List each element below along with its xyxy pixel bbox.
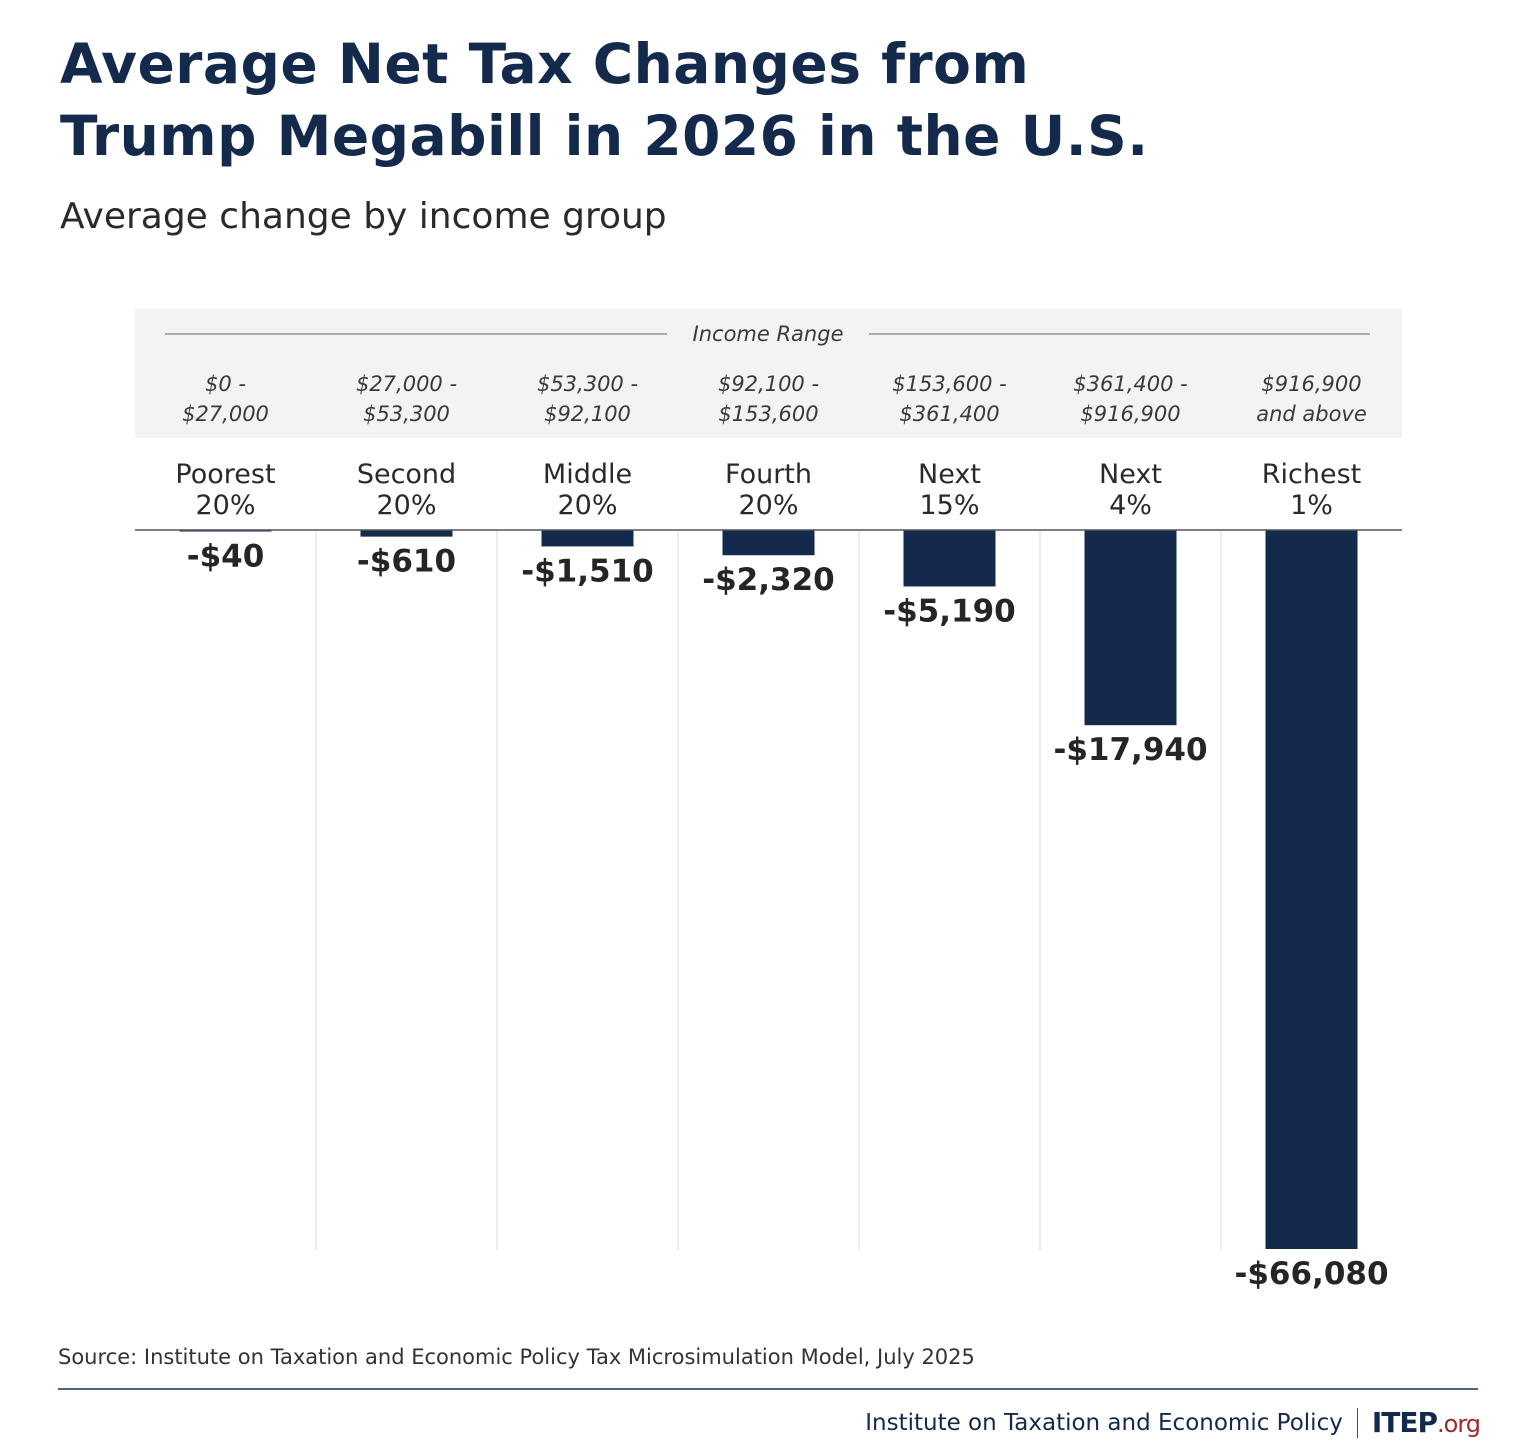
data-label: -$17,940 bbox=[1053, 732, 1207, 768]
income-range-label: and above bbox=[1256, 402, 1367, 426]
footer-branding: Institute on Taxation and Economic Polic… bbox=[865, 1406, 1481, 1439]
income-range-label: $0 - bbox=[205, 372, 246, 396]
income-range-band bbox=[135, 309, 1402, 438]
income-range-label: $27,000 bbox=[182, 402, 269, 426]
group-label: Next bbox=[1099, 459, 1162, 490]
income-range-label: $92,100 - bbox=[718, 372, 819, 396]
group-label: 20% bbox=[557, 490, 617, 521]
itep-logo-main: ITEP bbox=[1371, 1406, 1438, 1439]
data-label: -$610 bbox=[357, 544, 456, 580]
group-label: Fourth bbox=[725, 459, 812, 490]
group-label: 20% bbox=[376, 490, 436, 521]
itep-logo-suffix: .org bbox=[1437, 1410, 1481, 1438]
income-range-header: Income Range bbox=[693, 322, 844, 346]
income-range-label: $153,600 bbox=[718, 402, 818, 426]
income-range-label: $361,400 - bbox=[1073, 372, 1187, 396]
group-label: 4% bbox=[1109, 490, 1152, 521]
bar[interactable] bbox=[360, 530, 453, 537]
group-label: Middle bbox=[543, 459, 632, 490]
group-label: Richest bbox=[1262, 459, 1361, 490]
chart-title: Average Net Tax Changes from Trump Megab… bbox=[60, 28, 1160, 172]
itep-logo[interactable]: ITEP.org bbox=[1371, 1406, 1481, 1439]
data-label: -$66,080 bbox=[1234, 1256, 1388, 1292]
bar[interactable] bbox=[1084, 530, 1177, 726]
group-label: 20% bbox=[738, 490, 798, 521]
income-range-label: $361,400 bbox=[899, 402, 999, 426]
group-label: Poorest bbox=[175, 459, 275, 490]
data-label: -$2,320 bbox=[702, 562, 835, 598]
income-range-label: $916,900 bbox=[1080, 402, 1180, 426]
income-range-label: $53,300 - bbox=[537, 372, 638, 396]
data-label: -$1,510 bbox=[521, 553, 654, 589]
bar[interactable] bbox=[541, 530, 634, 547]
income-range-label: $916,900 bbox=[1261, 372, 1361, 396]
income-range-label: $92,100 bbox=[544, 402, 631, 426]
data-label: -$40 bbox=[187, 539, 265, 575]
bar[interactable] bbox=[903, 530, 996, 587]
bar[interactable] bbox=[722, 530, 815, 556]
group-label: Second bbox=[357, 459, 456, 490]
chart-subtitle: Average change by income group bbox=[60, 196, 667, 237]
title-line-1: Average Net Tax Changes from bbox=[60, 32, 1030, 96]
footer-org-name: Institute on Taxation and Economic Polic… bbox=[865, 1409, 1343, 1436]
income-range-label: $27,000 - bbox=[356, 372, 457, 396]
source-note: Source: Institute on Taxation and Econom… bbox=[58, 1345, 975, 1369]
group-label: 20% bbox=[195, 490, 255, 521]
data-label: -$5,190 bbox=[883, 593, 1016, 629]
income-range-label: $53,300 bbox=[363, 402, 450, 426]
bar[interactable] bbox=[1265, 530, 1358, 1249]
group-label: 1% bbox=[1290, 490, 1333, 521]
group-label: 15% bbox=[919, 490, 979, 521]
footer-divider bbox=[58, 1388, 1478, 1390]
bar-chart: Income Range $0 -$27,000Poorest20%-$40$2… bbox=[135, 309, 1402, 1292]
group-label: Next bbox=[918, 459, 981, 490]
footer-separator bbox=[1356, 1407, 1358, 1438]
title-line-2: Trump Megabill in 2026 in the U.S. bbox=[60, 104, 1149, 168]
income-range-label: $153,600 - bbox=[892, 372, 1006, 396]
